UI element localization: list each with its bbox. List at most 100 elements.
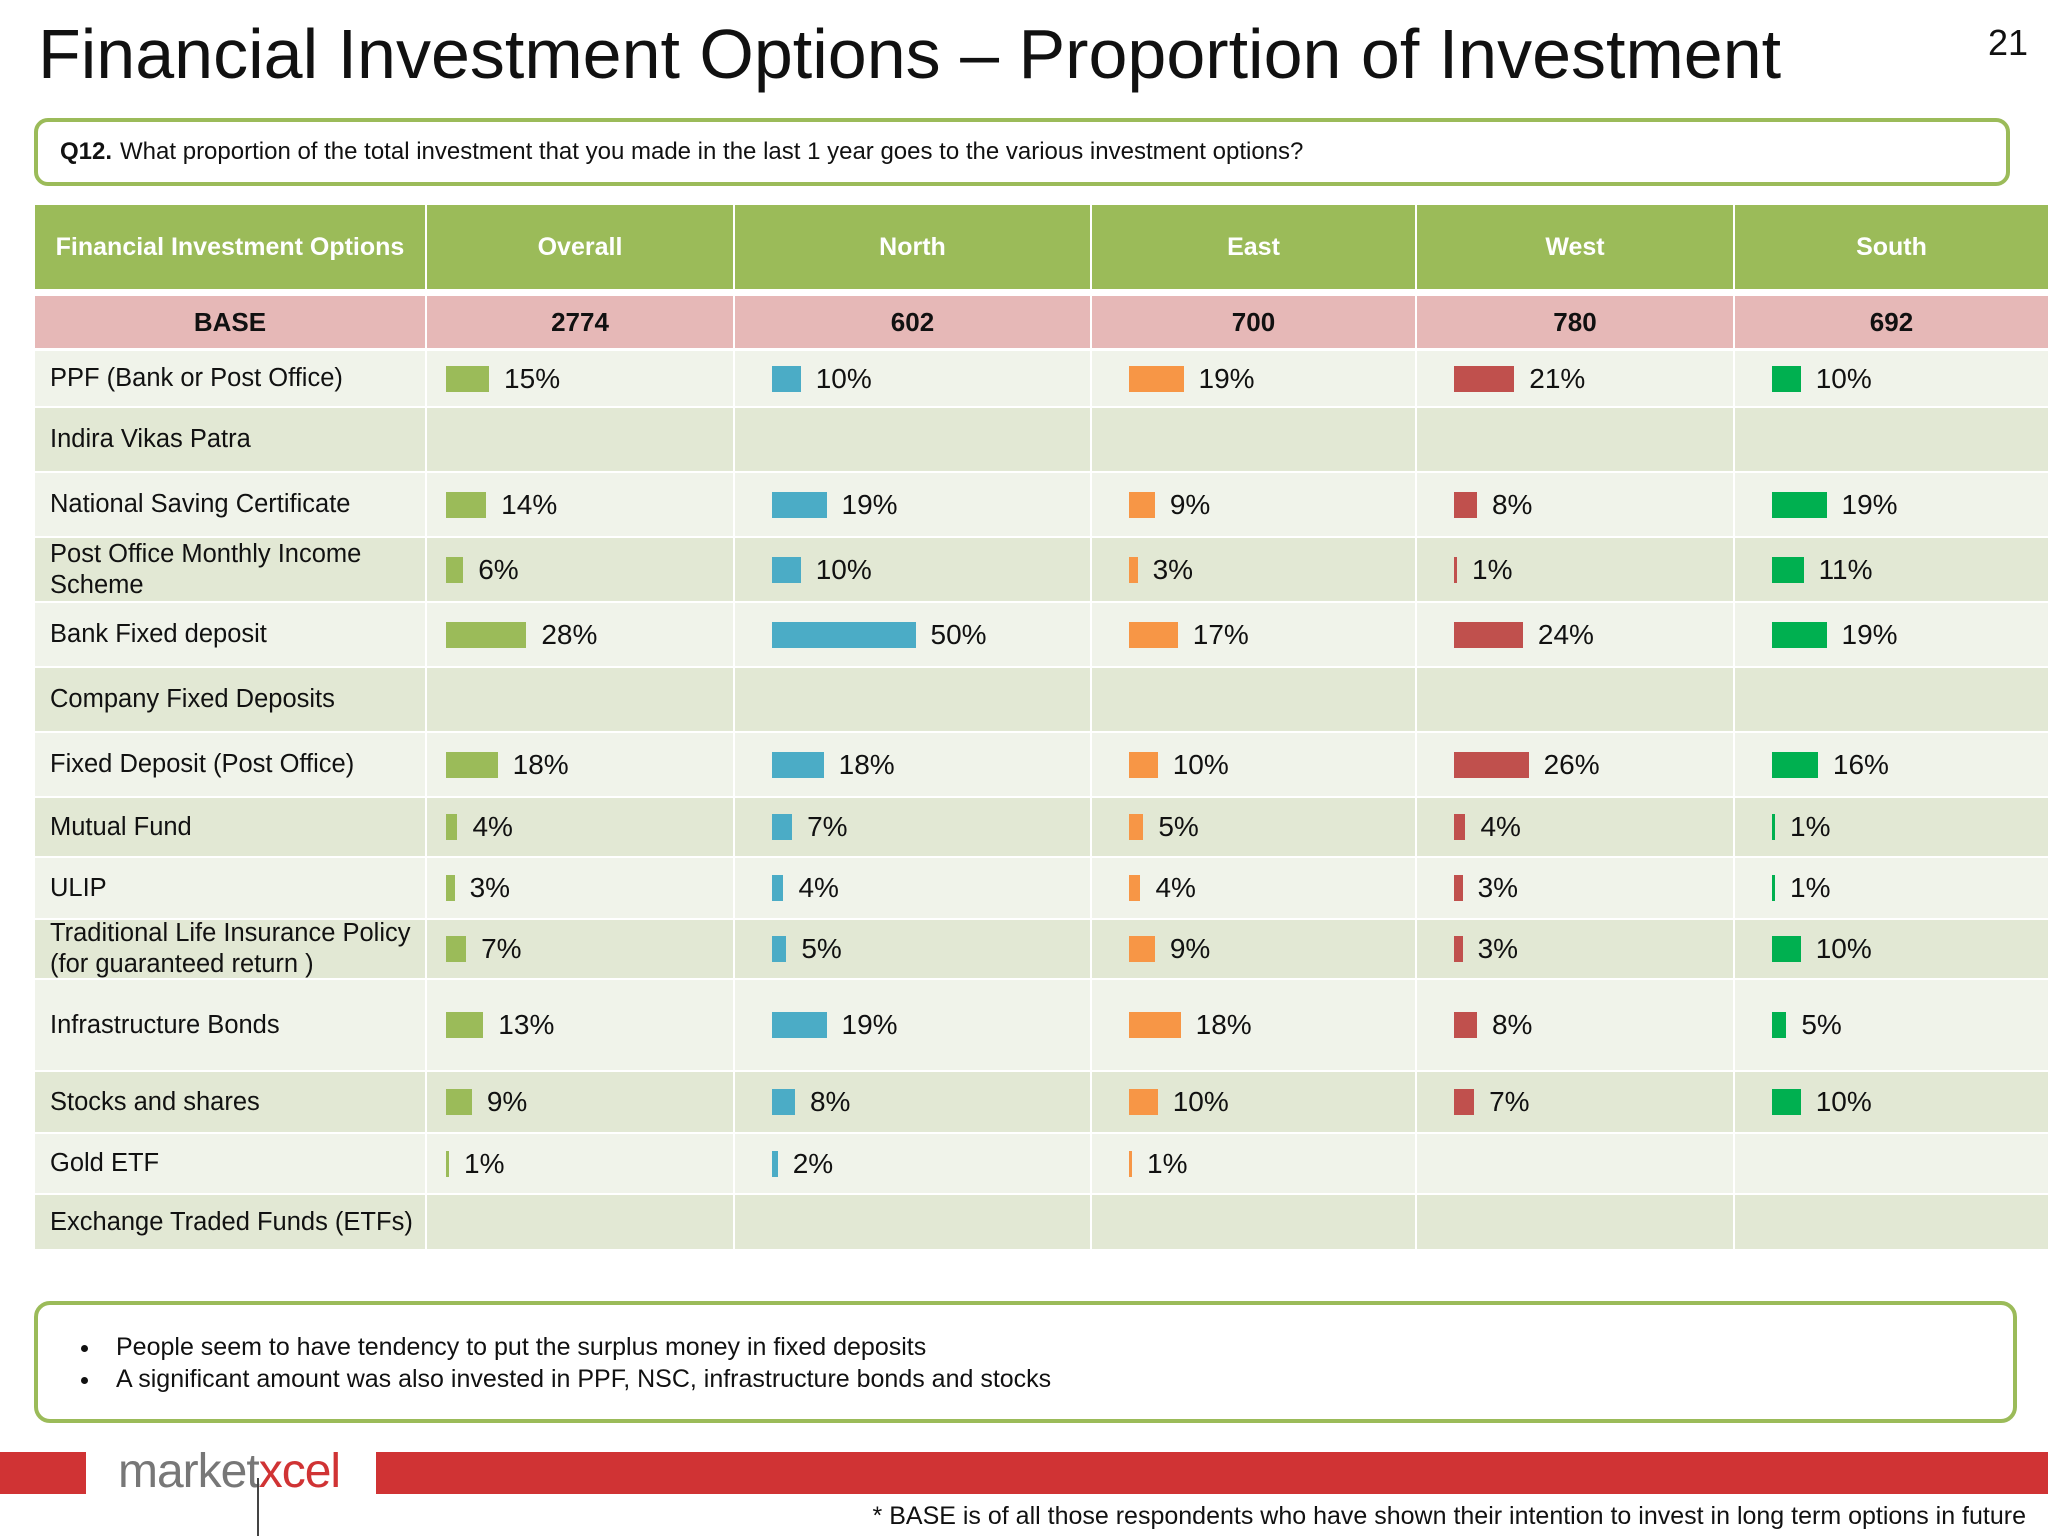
bar-cell xyxy=(1417,668,1733,731)
row-label: Stocks and shares xyxy=(35,1072,425,1132)
bar xyxy=(446,936,467,962)
bar-value-label: 5% xyxy=(1801,1009,1842,1040)
bar xyxy=(446,621,527,648)
bar xyxy=(1454,1089,1475,1115)
column-header: Financial Investment Options xyxy=(35,205,425,289)
row-label: Infrastructure Bonds xyxy=(35,980,425,1070)
bar-cell: 9% xyxy=(427,1072,733,1132)
bar-cell: 19% xyxy=(735,980,1090,1070)
base-value: 2774 xyxy=(427,296,733,348)
bar-cell: 17% xyxy=(1092,603,1415,666)
bar-value-label: 4% xyxy=(798,872,839,903)
bar-cell xyxy=(1735,408,2048,471)
bar-cell: 1% xyxy=(1417,538,1733,601)
bar-value-label: 19% xyxy=(841,1009,898,1040)
bar-cell: 3% xyxy=(1417,858,1733,918)
bar xyxy=(1772,751,1818,778)
bar-value-label: 10% xyxy=(815,553,872,585)
bar xyxy=(446,365,490,392)
bar-value-label: 18% xyxy=(1195,1009,1252,1040)
bar-cell: 9% xyxy=(1092,920,1415,978)
row-label: PPF (Bank or Post Office) xyxy=(35,351,425,406)
bar-cell: 8% xyxy=(735,1072,1090,1132)
bar-cell: 5% xyxy=(1092,798,1415,856)
bar-value-label: 9% xyxy=(1169,488,1211,520)
bar-cell: 10% xyxy=(1092,733,1415,796)
bar xyxy=(1772,365,1801,392)
bar-cell: 2% xyxy=(735,1134,1090,1193)
bar-value-label: 10% xyxy=(815,362,872,394)
bar xyxy=(1129,1012,1181,1038)
row-label: Indira Vikas Patra xyxy=(35,408,425,471)
bar-cell: 18% xyxy=(735,733,1090,796)
bar-value-label: 3% xyxy=(1477,872,1519,903)
bar-cell: 18% xyxy=(1092,980,1415,1070)
bar xyxy=(1772,621,1827,648)
bar-value-label: 26% xyxy=(1543,748,1600,780)
base-value: 602 xyxy=(735,296,1090,348)
bar-value-label: 3% xyxy=(469,872,511,903)
bar-cell: 10% xyxy=(1735,351,2048,406)
bar-cell: 19% xyxy=(735,473,1090,536)
bar-cell xyxy=(1417,1195,1733,1249)
bar-cell: 4% xyxy=(735,858,1090,918)
bar-value-label: 24% xyxy=(1537,618,1594,650)
question-id: Q12. xyxy=(60,138,113,165)
summary-box: People seem to have tendency to put the … xyxy=(34,1301,2017,1423)
bar xyxy=(1772,1012,1787,1038)
column-header-overall: Overall xyxy=(427,205,733,289)
bar-value-label: 50% xyxy=(930,618,987,650)
bar-value-label: 1% xyxy=(464,1147,505,1179)
question-text: What proportion of the total investment … xyxy=(120,138,1304,165)
bar-value-label: 4% xyxy=(1480,811,1521,842)
bar-value-label: 10% xyxy=(1815,362,1872,394)
bar-value-label: 19% xyxy=(841,488,898,520)
bar-cell: 50% xyxy=(735,603,1090,666)
bar-cell: 10% xyxy=(1092,1072,1415,1132)
bar-cell: 8% xyxy=(1417,980,1733,1070)
bar-cell xyxy=(427,1195,733,1249)
bar-cell: 3% xyxy=(427,858,733,918)
bar xyxy=(772,751,824,778)
bar-cell: 10% xyxy=(1735,920,2048,978)
footer-bar xyxy=(376,1452,2048,1494)
bar-cell: 10% xyxy=(735,538,1090,601)
question-box: Q12. What proportion of the total invest… xyxy=(34,118,2010,186)
bar-cell xyxy=(1417,1134,1733,1193)
row-label: ULIP xyxy=(35,858,425,918)
row-label: National Saving Certificate xyxy=(35,473,425,536)
bar-cell: 3% xyxy=(1417,920,1733,978)
bar-cell: 1% xyxy=(1735,858,2048,918)
bar-cell xyxy=(735,1195,1090,1249)
bar-cell: 4% xyxy=(1417,798,1733,856)
bar-cell: 19% xyxy=(1735,603,2048,666)
bar-value-label: 17% xyxy=(1192,618,1249,650)
bar xyxy=(772,1150,778,1177)
bar xyxy=(1454,556,1457,583)
page-number: 21 xyxy=(1987,22,2028,63)
summary-bullet: People seem to have tendency to put the … xyxy=(102,1333,2013,1362)
row-label: Bank Fixed deposit xyxy=(35,603,425,666)
row-label: Fixed Deposit (Post Office) xyxy=(35,733,425,796)
bar-cell: 6% xyxy=(427,538,733,601)
bar xyxy=(772,936,787,962)
row-label: Exchange Traded Funds (ETFs) xyxy=(35,1195,425,1249)
bar xyxy=(772,491,827,518)
bar xyxy=(446,1150,449,1177)
bar xyxy=(446,814,458,840)
bar xyxy=(1454,621,1523,648)
bar-value-label: 4% xyxy=(472,811,513,842)
bar-value-label: 9% xyxy=(1169,933,1211,964)
investment-table: Financial Investment Options Overall North… xyxy=(35,205,2048,1262)
bar xyxy=(1772,1089,1801,1115)
row-label: Company Fixed Deposits xyxy=(35,668,425,731)
bar xyxy=(1454,875,1463,901)
bar xyxy=(1772,491,1827,518)
bar-cell: 10% xyxy=(735,351,1090,406)
bar-value-label: 8% xyxy=(1491,488,1533,520)
base-value: 692 xyxy=(1735,296,2048,348)
bar-value-label: 1% xyxy=(1790,811,1831,842)
base-value: 700 xyxy=(1092,296,1415,348)
bar-cell: 10% xyxy=(1735,1072,2048,1132)
bar-cell: 5% xyxy=(1735,980,2048,1070)
